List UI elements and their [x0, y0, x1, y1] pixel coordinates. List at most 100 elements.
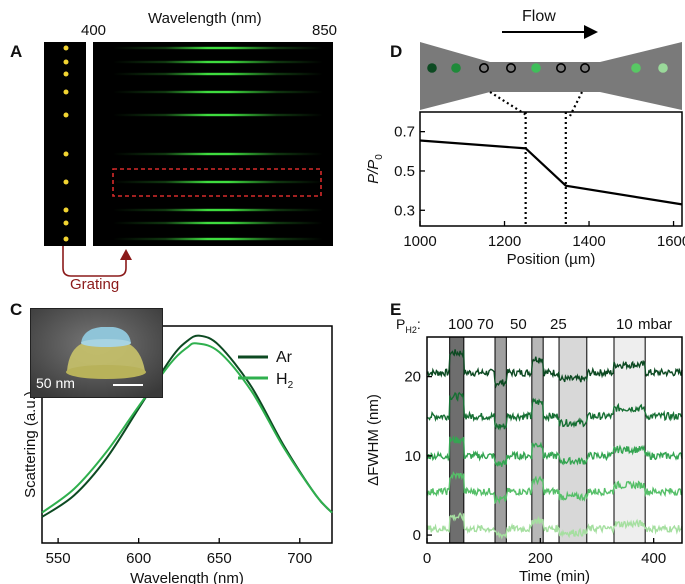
- y-axis-label: P/P0: [365, 154, 385, 184]
- x-tick-label: 700: [287, 550, 312, 567]
- x-tick-label: 0: [423, 550, 431, 567]
- panel-a-dots: [63, 45, 69, 242]
- particle-dot: [63, 71, 69, 77]
- pressure-subscript: H2: [405, 324, 417, 335]
- pressure-100: 100: [448, 316, 474, 333]
- spectral-line: [113, 72, 323, 76]
- particle-dot: [63, 151, 69, 157]
- x-axis-label: Position (µm): [507, 251, 596, 268]
- x-axis-label: Wavelength (nm): [130, 570, 244, 584]
- flow-arrow-head: [584, 25, 598, 39]
- spectral-line: [113, 237, 323, 241]
- fwhm-trace: [426, 471, 683, 505]
- particle-dot: [63, 89, 69, 95]
- y-tick-label: 10: [404, 448, 421, 465]
- particle-dot: [63, 179, 69, 185]
- pressure-unit: mbar: [638, 316, 673, 333]
- selection-box: [112, 168, 322, 197]
- power-line: [419, 139, 683, 206]
- plot-frame: [41, 325, 333, 544]
- pressure-50: 50: [510, 316, 527, 333]
- spectral-line: [113, 60, 323, 64]
- spectrum-line-ar: [41, 334, 333, 518]
- pressure-10: 10: [616, 316, 633, 333]
- x-tick-label: 1000: [403, 233, 436, 250]
- particle-dot: [63, 236, 69, 242]
- y-tick-label: 0: [413, 527, 421, 544]
- x-tick-label: 400: [641, 550, 666, 567]
- fwhm-trace: [426, 391, 683, 431]
- x-tick-label: 600: [126, 550, 151, 567]
- panel-a-image: [44, 42, 86, 246]
- scale-bar: [113, 384, 143, 386]
- panel-label-e: E: [390, 300, 402, 319]
- sem-inset: 50 nm: [30, 308, 163, 398]
- channel-particle: [427, 63, 437, 73]
- panel-label-c: C: [10, 300, 23, 319]
- x-tick-label: 550: [46, 550, 71, 567]
- pressure-25: 25: [550, 316, 567, 333]
- fwhm-trace: [426, 435, 683, 467]
- particle-dot: [63, 220, 69, 226]
- spectral-lines: [112, 46, 323, 241]
- pressure-colon: :: [416, 316, 421, 332]
- y-tick-label: 20: [404, 369, 421, 386]
- particle-dot: [63, 112, 69, 118]
- channel-particle: [531, 63, 541, 73]
- channel-particle-empty: [579, 62, 590, 73]
- pressure-prefix: P: [396, 316, 406, 332]
- x-tick-label: 1400: [572, 233, 605, 250]
- channel-particle: [658, 63, 668, 73]
- plot-frame: [419, 111, 683, 227]
- panel-b-tick-left: 400: [81, 22, 107, 39]
- x-axis-label: Time (min): [519, 568, 590, 584]
- panel-label-a: A: [10, 42, 23, 61]
- flow-label: Flow: [522, 8, 556, 25]
- particle-dot: [63, 59, 69, 65]
- channel-particle: [451, 63, 461, 73]
- y-tick-label: 0.3: [394, 202, 415, 219]
- y-axis-label: ΔFWHM (nm): [365, 394, 382, 486]
- y-axis-label: Scattering (a.u.): [22, 391, 39, 498]
- particle-dot: [63, 45, 69, 51]
- x-tick-label: 650: [207, 550, 232, 567]
- gas-exposure-interval: [531, 337, 544, 543]
- scale-bar-label: 50 nm: [36, 375, 75, 391]
- spectral-line: [113, 46, 323, 50]
- channel-particle-empty: [505, 62, 516, 73]
- fwhm-trace: [426, 349, 683, 389]
- grating-label: Grating: [70, 276, 120, 293]
- spectral-line: [113, 90, 323, 94]
- spectrum-line-h2: [41, 342, 333, 514]
- gas-exposure-interval: [495, 337, 507, 543]
- x-tick-label: 200: [528, 550, 553, 567]
- y-tick-label: 0.5: [394, 163, 415, 180]
- channel-particle-empty: [478, 62, 489, 73]
- flow-channel: [420, 42, 682, 110]
- spectral-line: [113, 180, 323, 184]
- spectral-line: [113, 113, 323, 117]
- panel-b-spectral-image: [93, 42, 333, 246]
- channel-particle: [631, 63, 641, 73]
- sem-particle: [31, 309, 162, 397]
- x-tick-label: 1200: [488, 233, 521, 250]
- legend-label-ar: Ar: [276, 349, 293, 366]
- spectral-line: [113, 208, 323, 212]
- particle-dot: [63, 207, 69, 213]
- panel-label-d: D: [390, 42, 403, 61]
- pressure-header: PH2:: [396, 316, 421, 335]
- y-tick-label: 0.7: [394, 124, 415, 141]
- gas-exposure-interval: [559, 337, 587, 543]
- spectral-line: [113, 152, 323, 156]
- channel-particle-empty: [555, 62, 566, 73]
- pressure-70: 70: [477, 316, 494, 333]
- spectral-line: [113, 221, 323, 225]
- plot-frame: [426, 336, 683, 544]
- panel-b-axis-title: Wavelength (nm): [148, 10, 262, 27]
- panel-b-tick-right: 850: [312, 22, 338, 39]
